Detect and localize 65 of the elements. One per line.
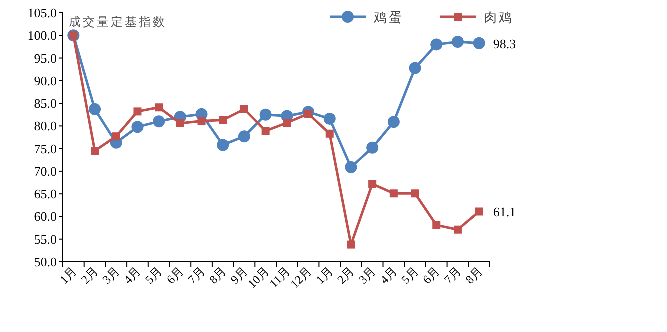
point (219, 116, 228, 124)
point (366, 142, 379, 154)
legend-label: 肉鸡 (484, 10, 514, 25)
y-tick-label: 55.0 (34, 232, 57, 247)
y-tick-label: 60.0 (34, 209, 57, 224)
x-tick-label: 8月 (206, 264, 230, 287)
point (91, 147, 100, 156)
point (217, 139, 230, 152)
point (240, 105, 248, 114)
point (345, 161, 358, 174)
point (132, 121, 144, 134)
x-tick-label: 5月 (142, 264, 166, 287)
point (134, 108, 142, 116)
point (390, 190, 398, 198)
y-tick-label: 105.0 (28, 6, 57, 20)
x-tick-label: 3月 (356, 264, 379, 287)
y-tick-label: 100.0 (28, 28, 57, 44)
x-tick-label: 2月 (78, 264, 102, 287)
y-tick-label: 80.0 (34, 118, 57, 134)
x-tick-label: 6月 (420, 264, 443, 287)
point (89, 103, 102, 116)
y-tick-label: 85.0 (34, 96, 57, 112)
point (153, 116, 166, 128)
point (473, 37, 486, 50)
x-tick-label: 5月 (398, 264, 422, 287)
point (260, 108, 272, 121)
y-axis-title: 成交量定基指数 (69, 15, 167, 29)
point (368, 180, 377, 188)
x-tick-label: 3月 (100, 264, 122, 287)
point (324, 112, 336, 125)
point (452, 36, 464, 48)
x-tick-label: 7月 (185, 264, 208, 287)
y-tick-label: 90.0 (34, 73, 57, 88)
x-tick-label: 1月 (57, 264, 80, 287)
point (409, 62, 422, 74)
legend-label: 鸡蛋 (373, 10, 404, 25)
point (112, 132, 120, 141)
x-tick-label: 4月 (121, 264, 144, 287)
y-tick-label: 65.0 (34, 186, 57, 202)
x-tick-label: 8月 (462, 264, 486, 287)
data-label: 98.3 (493, 36, 516, 52)
x-tick-label: 4月 (377, 264, 400, 287)
y-tick-label: 70.0 (34, 164, 57, 179)
point (326, 130, 334, 138)
point (262, 127, 270, 136)
point (411, 190, 420, 198)
point (238, 130, 250, 143)
point (155, 104, 164, 112)
x-tick-label: 6月 (164, 264, 187, 287)
data-label: 61.1 (493, 204, 516, 220)
point (347, 240, 356, 249)
y-tick-label: 75.0 (34, 141, 57, 156)
x-tick-label: 2月 (334, 264, 358, 287)
point (176, 119, 184, 128)
x-tick-label: 1月 (313, 264, 336, 287)
y-tick-label: 95.0 (34, 50, 57, 66)
point (432, 221, 441, 230)
point (454, 226, 462, 234)
y-tick-label: 50.0 (34, 254, 57, 270)
point (388, 116, 400, 128)
x-tick-label: 7月 (441, 264, 464, 287)
point (198, 117, 206, 126)
point (475, 208, 484, 216)
point (283, 119, 292, 128)
point (430, 38, 443, 51)
